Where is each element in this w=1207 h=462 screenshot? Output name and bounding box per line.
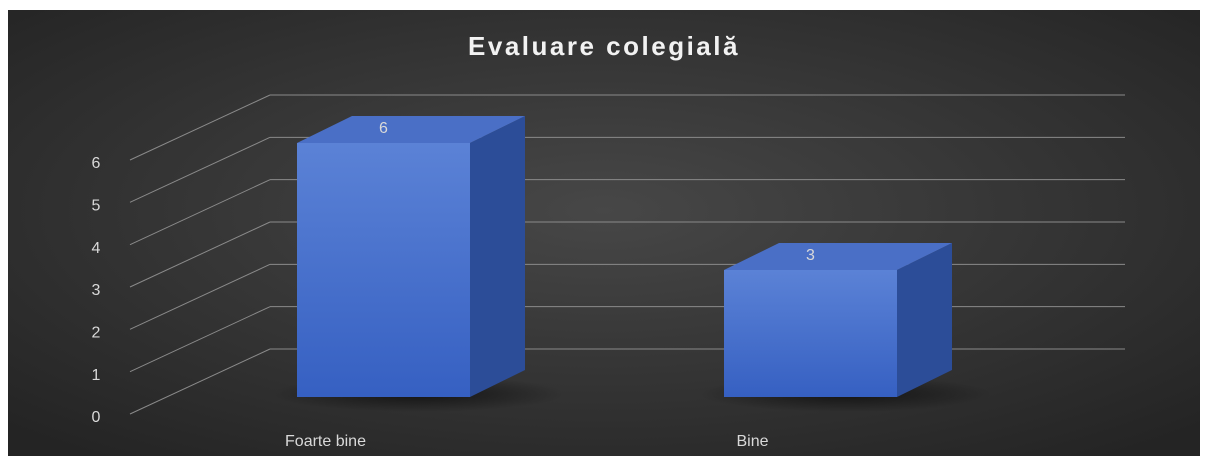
side-grid-line (129, 221, 271, 288)
side-grid-line (129, 348, 271, 415)
bar-top (297, 116, 525, 143)
x-tick-label: Bine (736, 433, 768, 450)
side-grid-line (129, 306, 271, 373)
bar (297, 116, 525, 397)
side-grid-line (129, 94, 271, 161)
bar-front (724, 270, 897, 397)
side-grid-line (129, 179, 271, 246)
data-label: 6 (379, 120, 388, 137)
y-tick-label: 2 (92, 325, 101, 342)
x-tick-label: Foarte bine (285, 433, 366, 450)
bar-side (897, 243, 952, 397)
side-grid-line (129, 263, 271, 330)
y-tick-label: 6 (92, 155, 101, 172)
y-tick-label: 0 (92, 409, 101, 426)
y-tick-label: 1 (92, 367, 101, 384)
y-tick-label: 3 (92, 282, 101, 299)
chart-title: Evaluare colegială (468, 31, 740, 61)
y-tick-label: 4 (92, 240, 101, 257)
bar (724, 243, 952, 397)
side-grid-line (129, 136, 271, 203)
y-tick-label: 5 (92, 198, 101, 215)
chart-background (8, 10, 1200, 456)
bar-front (297, 143, 470, 397)
bar-side (470, 116, 525, 397)
bar-top (724, 243, 952, 270)
data-label: 3 (806, 247, 815, 264)
